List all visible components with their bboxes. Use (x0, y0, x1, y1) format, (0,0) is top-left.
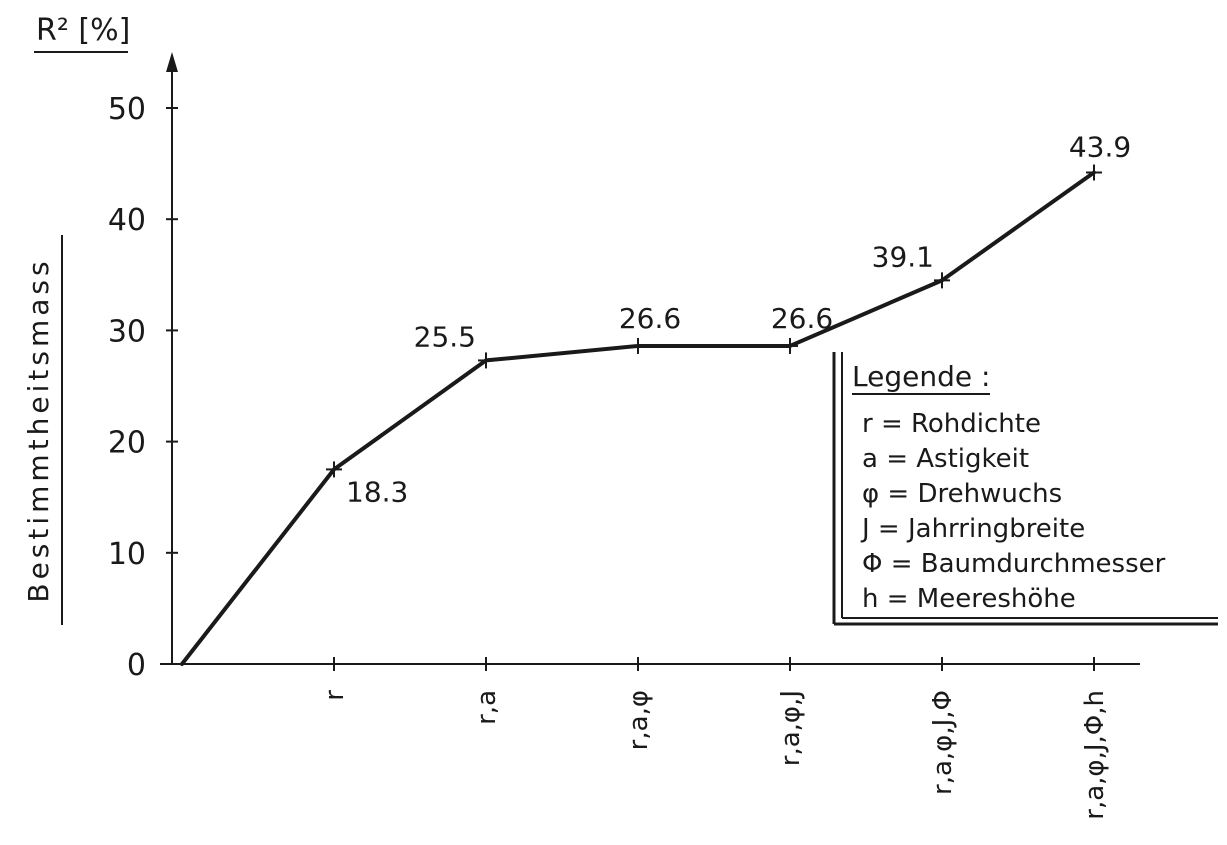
data-label: 25.5 (414, 320, 476, 353)
x-category-label: r,a,φ,J,Φ (928, 690, 958, 795)
y-tick-label: 10 (108, 537, 146, 572)
data-label: 43.9 (1069, 130, 1131, 163)
x-category-label: r,a,φ (624, 690, 654, 750)
y-tick-label: 20 (108, 426, 146, 461)
y-axis-title-group: Bestimmtheitsmass (22, 235, 63, 625)
legend-item: Φ = Baumdurchmesser (862, 549, 1166, 579)
data-label: 39.1 (872, 240, 934, 273)
y-axis-arrow (166, 52, 178, 72)
data-point-marker (478, 352, 494, 369)
y-axis-unit: R² [%] (36, 13, 130, 48)
legend-item: r = Rohdichte (862, 409, 1041, 439)
x-category-label: r (320, 690, 350, 701)
data-point-marker (934, 272, 950, 289)
legend-title: Legende : (852, 360, 990, 393)
y-tick-label: 0 (127, 648, 146, 683)
data-point-marker (782, 337, 798, 354)
data-label: 26.6 (771, 302, 833, 335)
data-label: 26.6 (619, 302, 681, 335)
data-label: 18.3 (346, 475, 408, 508)
data-point-marker (1086, 164, 1102, 181)
legend-item: a = Astigkeit (862, 444, 1029, 474)
data-point-marker (630, 337, 646, 354)
legend-item: φ = Drehwuchs (862, 479, 1062, 509)
legend-item: J = Jahrringbreite (860, 514, 1085, 544)
legend: Legende : r = Rohdichte a = Astigkeit φ = … (832, 352, 1218, 626)
y-axis-title: Bestimmtheitsmass (22, 257, 55, 602)
y-tick-label: 40 (108, 203, 146, 238)
y-tick-label: 50 (108, 92, 146, 127)
x-category-label: r,a,φ,J (776, 690, 806, 766)
x-category-label: r,a,φ,J,Φ,h (1080, 690, 1110, 820)
x-category-label: r,a (472, 690, 502, 725)
data-point-marker (326, 461, 342, 478)
legend-item: h = Meereshöhe (862, 584, 1076, 614)
y-tick-label: 30 (108, 314, 146, 349)
